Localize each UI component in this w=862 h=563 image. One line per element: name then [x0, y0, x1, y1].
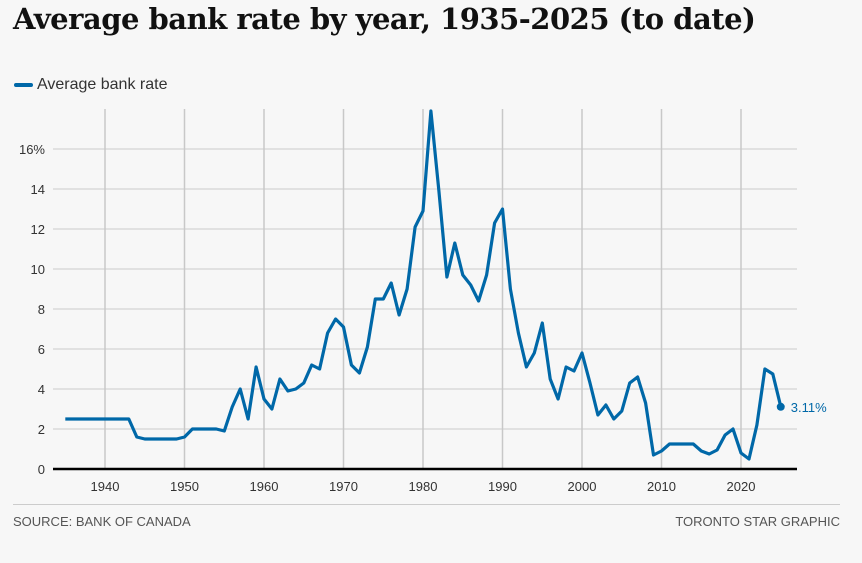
- x-tick-label: 1990: [488, 479, 517, 494]
- credit-note: TORONTO STAR GRAPHIC: [675, 514, 840, 529]
- legend-swatch: [14, 83, 33, 87]
- series-line-average-bank-rate: [65, 109, 783, 461]
- chart-title: Average bank rate by year, 1935-2025 (to…: [13, 2, 756, 36]
- x-tick-label: 1980: [409, 479, 438, 494]
- x-tick-label: 1960: [250, 479, 279, 494]
- y-tick-label: 16%: [19, 142, 45, 157]
- x-tick-label: 2020: [727, 479, 756, 494]
- x-tick-label: 1970: [329, 479, 358, 494]
- y-tick-label: 6: [38, 342, 45, 357]
- y-tick-label: 4: [38, 382, 45, 397]
- line-chart: 0 2 4 6 8 10 12 14 16% 1940 1950 1960 1970 1980 1990 20…: [19, 109, 827, 494]
- legend: Average bank rate: [14, 76, 167, 94]
- y-tick-label: 12: [31, 222, 45, 237]
- x-tick-label: 2010: [647, 479, 676, 494]
- end-value-label: 3.11%: [791, 400, 827, 415]
- y-tick-label: 8: [38, 302, 45, 317]
- y-tick-label: 10: [31, 262, 45, 277]
- x-tick-label: 1950: [170, 479, 199, 494]
- y-tick-label: 0: [38, 462, 45, 477]
- x-tick-label: 2000: [568, 479, 597, 494]
- x-tick-label: 1940: [91, 479, 120, 494]
- end-point-marker: [776, 402, 785, 411]
- footer-divider: [13, 504, 840, 505]
- y-tick-label: 2: [38, 422, 45, 437]
- y-tick-label: 14: [31, 182, 45, 197]
- legend-label: Average bank rate: [37, 76, 168, 93]
- source-note: SOURCE: BANK OF CANADA: [13, 514, 191, 529]
